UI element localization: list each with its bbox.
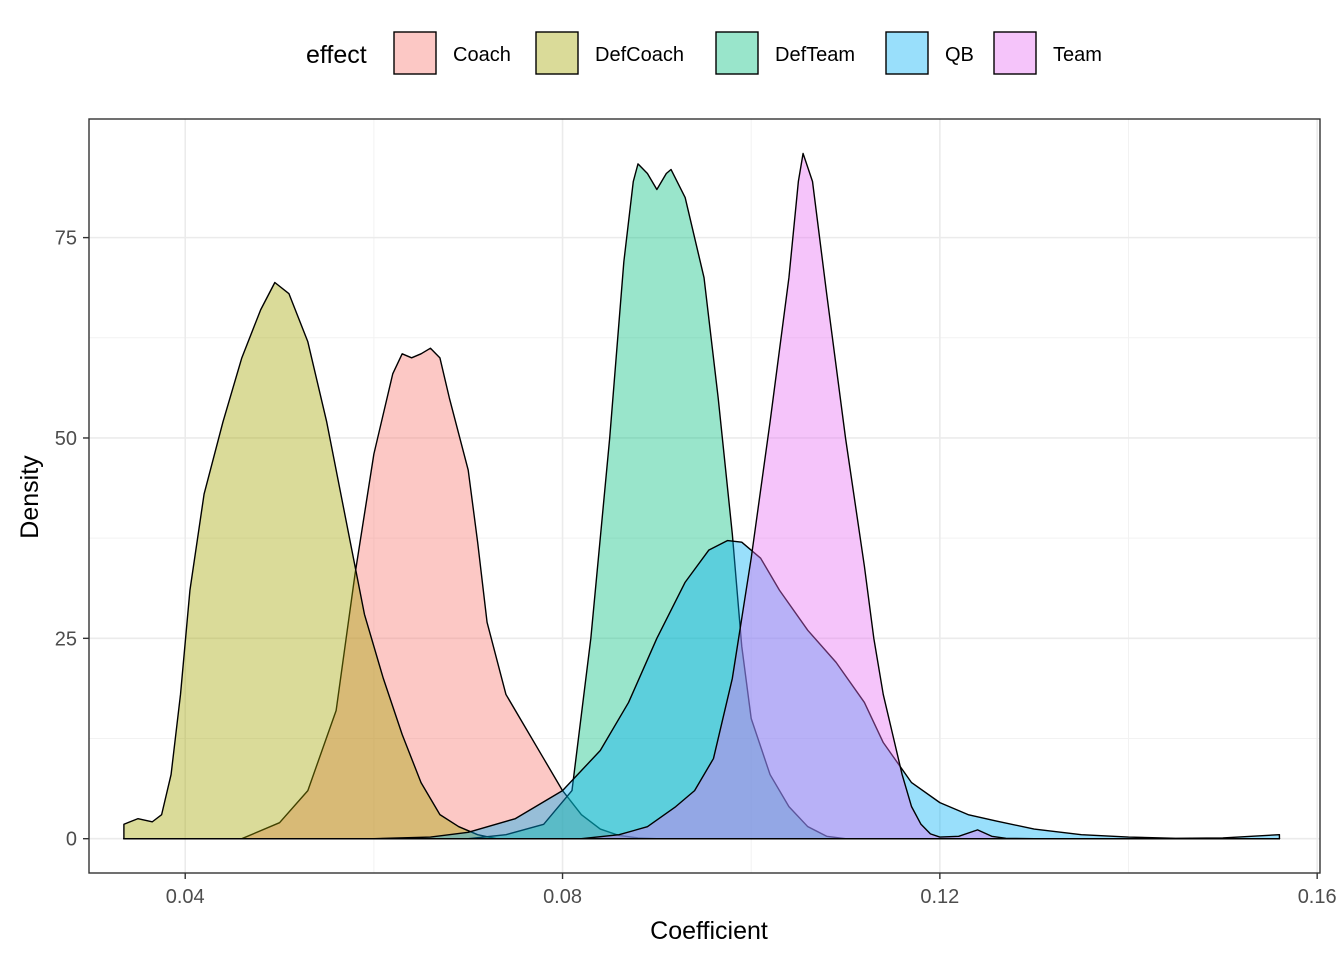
x-tick-label: 0.16: [1298, 886, 1337, 908]
y-tick-label: 0: [66, 829, 77, 851]
legend: effect Coach DefCoach DefTeam QB Team: [306, 31, 1102, 75]
legend-label-defteam: DefTeam: [775, 44, 855, 66]
legend-key-qb: [885, 31, 929, 75]
legend-label-team: Team: [1053, 44, 1102, 66]
x-tick-label: 0.04: [166, 886, 205, 908]
y-tick-label: 50: [55, 428, 77, 450]
legend-label-qb: QB: [945, 44, 974, 66]
density-area-coach: [123, 347, 1281, 840]
y-axis-title: Density: [16, 455, 44, 539]
y-tick-label: 25: [55, 628, 77, 650]
legend-label-defcoach: DefCoach: [595, 44, 684, 66]
x-axis-title: Coefficient: [650, 917, 768, 945]
legend-key-bg-defcoach: [536, 32, 578, 74]
density-area-team: [123, 152, 1281, 840]
panel-background: [89, 119, 1320, 873]
panel-border: [88, 118, 1321, 874]
legend-key-defteam: [715, 31, 759, 75]
legend-key-team: [993, 31, 1037, 75]
legend-key-defcoach: [535, 31, 579, 75]
legend-key-bg-qb: [886, 32, 928, 74]
legend-key-coach: [393, 31, 437, 75]
plot-panel: [88, 118, 1321, 874]
density-area-defteam: [123, 163, 1281, 840]
legend-title: effect: [306, 41, 367, 69]
legend-label-coach: Coach: [453, 44, 511, 66]
x-tick-label: 0.12: [920, 886, 959, 908]
density-area-defcoach: [123, 281, 1281, 840]
y-tick-label: 75: [55, 228, 77, 250]
x-tick-label: 0.08: [543, 886, 582, 908]
legend-key-bg-team: [994, 32, 1036, 74]
legend-key-bg-coach: [394, 32, 436, 74]
legend-key-bg-defteam: [716, 32, 758, 74]
